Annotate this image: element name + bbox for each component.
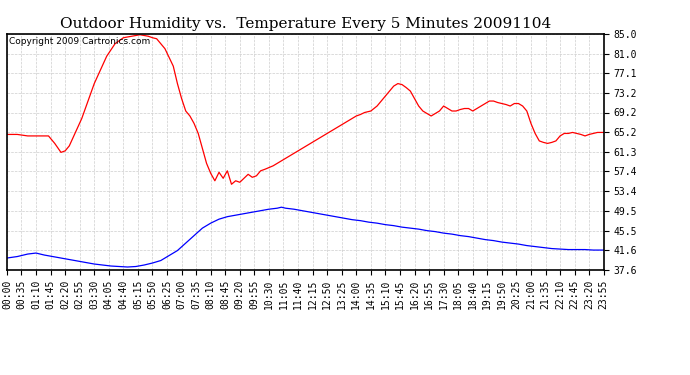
Title: Outdoor Humidity vs.  Temperature Every 5 Minutes 20091104: Outdoor Humidity vs. Temperature Every 5… (60, 17, 551, 31)
Text: Copyright 2009 Cartronics.com: Copyright 2009 Cartronics.com (9, 37, 150, 46)
